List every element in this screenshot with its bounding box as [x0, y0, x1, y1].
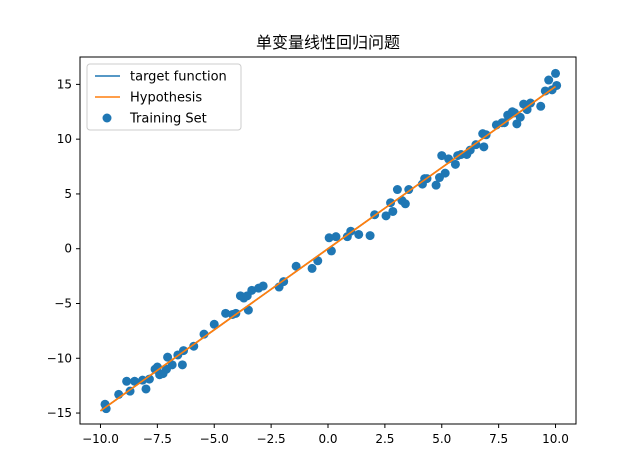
- scatter-point: [209, 319, 219, 329]
- y-tick-label: 10: [57, 132, 72, 146]
- scatter-point: [130, 376, 140, 386]
- x-tick-label: −2.5: [257, 432, 286, 446]
- scatter-point: [515, 112, 525, 122]
- scatter-point: [141, 384, 151, 394]
- scatter-point: [331, 232, 341, 242]
- scatter-point: [400, 199, 410, 209]
- legend-label: Training Set: [129, 112, 207, 127]
- x-tick-label: −10.0: [82, 432, 119, 446]
- scatter-point: [392, 185, 402, 195]
- x-tick-label: 5.0: [432, 432, 451, 446]
- x-tick-label: 0.0: [318, 432, 337, 446]
- scatter-point: [258, 281, 268, 291]
- scatter-point: [354, 229, 364, 239]
- x-tick-label: 2.5: [375, 432, 394, 446]
- y-tick-label: −15: [47, 406, 72, 420]
- scatter-point: [163, 352, 173, 362]
- scatter-point: [479, 142, 489, 152]
- scatter-point: [291, 261, 301, 271]
- scatter-point: [450, 159, 460, 169]
- scatter-point: [167, 360, 177, 370]
- scatter-point: [381, 211, 391, 221]
- legend: target function Hypothesis Training Set: [86, 63, 242, 131]
- y-tick-label: −5: [54, 296, 72, 310]
- legend-box: [86, 63, 242, 131]
- y-axis: −15 −10 −5 0 5 10 15: [47, 77, 80, 420]
- scatter-point: [221, 308, 231, 318]
- scatter-point: [247, 285, 257, 295]
- scatter-point: [440, 168, 450, 178]
- chart-title: 单变量线性回归问题: [256, 33, 400, 52]
- scatter-point: [536, 101, 546, 111]
- scatter-point: [544, 75, 554, 85]
- scatter-point: [437, 151, 447, 161]
- x-tick-label: −7.5: [143, 432, 172, 446]
- scatter-point: [177, 360, 187, 370]
- x-tick-label: −5.0: [200, 432, 229, 446]
- y-tick-label: 0: [64, 242, 72, 256]
- scatter-point: [365, 231, 375, 241]
- series-line-hypothesis-top: [100, 85, 556, 412]
- legend-label: Hypothesis: [130, 91, 202, 106]
- scatter-point: [388, 206, 398, 216]
- scatter-point: [189, 341, 199, 351]
- scatter-point: [101, 404, 111, 414]
- scatter-point: [122, 376, 132, 386]
- scatter-point: [551, 68, 561, 78]
- x-tick-label: 7.5: [489, 432, 508, 446]
- x-axis: −10.0 −7.5 −5.0 −2.5 0.0 2.5 5.0 7.5 10.0: [82, 424, 569, 446]
- scatter-point: [431, 180, 441, 190]
- y-tick-label: 5: [64, 187, 72, 201]
- x-tick-label: 10.0: [542, 432, 569, 446]
- series-layer: [100, 68, 562, 414]
- scatter-point: [307, 263, 317, 273]
- scatter-point: [465, 145, 475, 155]
- y-tick-label: 15: [57, 77, 72, 91]
- legend-marker-swatch: [102, 113, 112, 123]
- scatter-point: [324, 233, 334, 243]
- y-tick-label: −10: [47, 351, 72, 365]
- legend-label: target function: [130, 70, 227, 85]
